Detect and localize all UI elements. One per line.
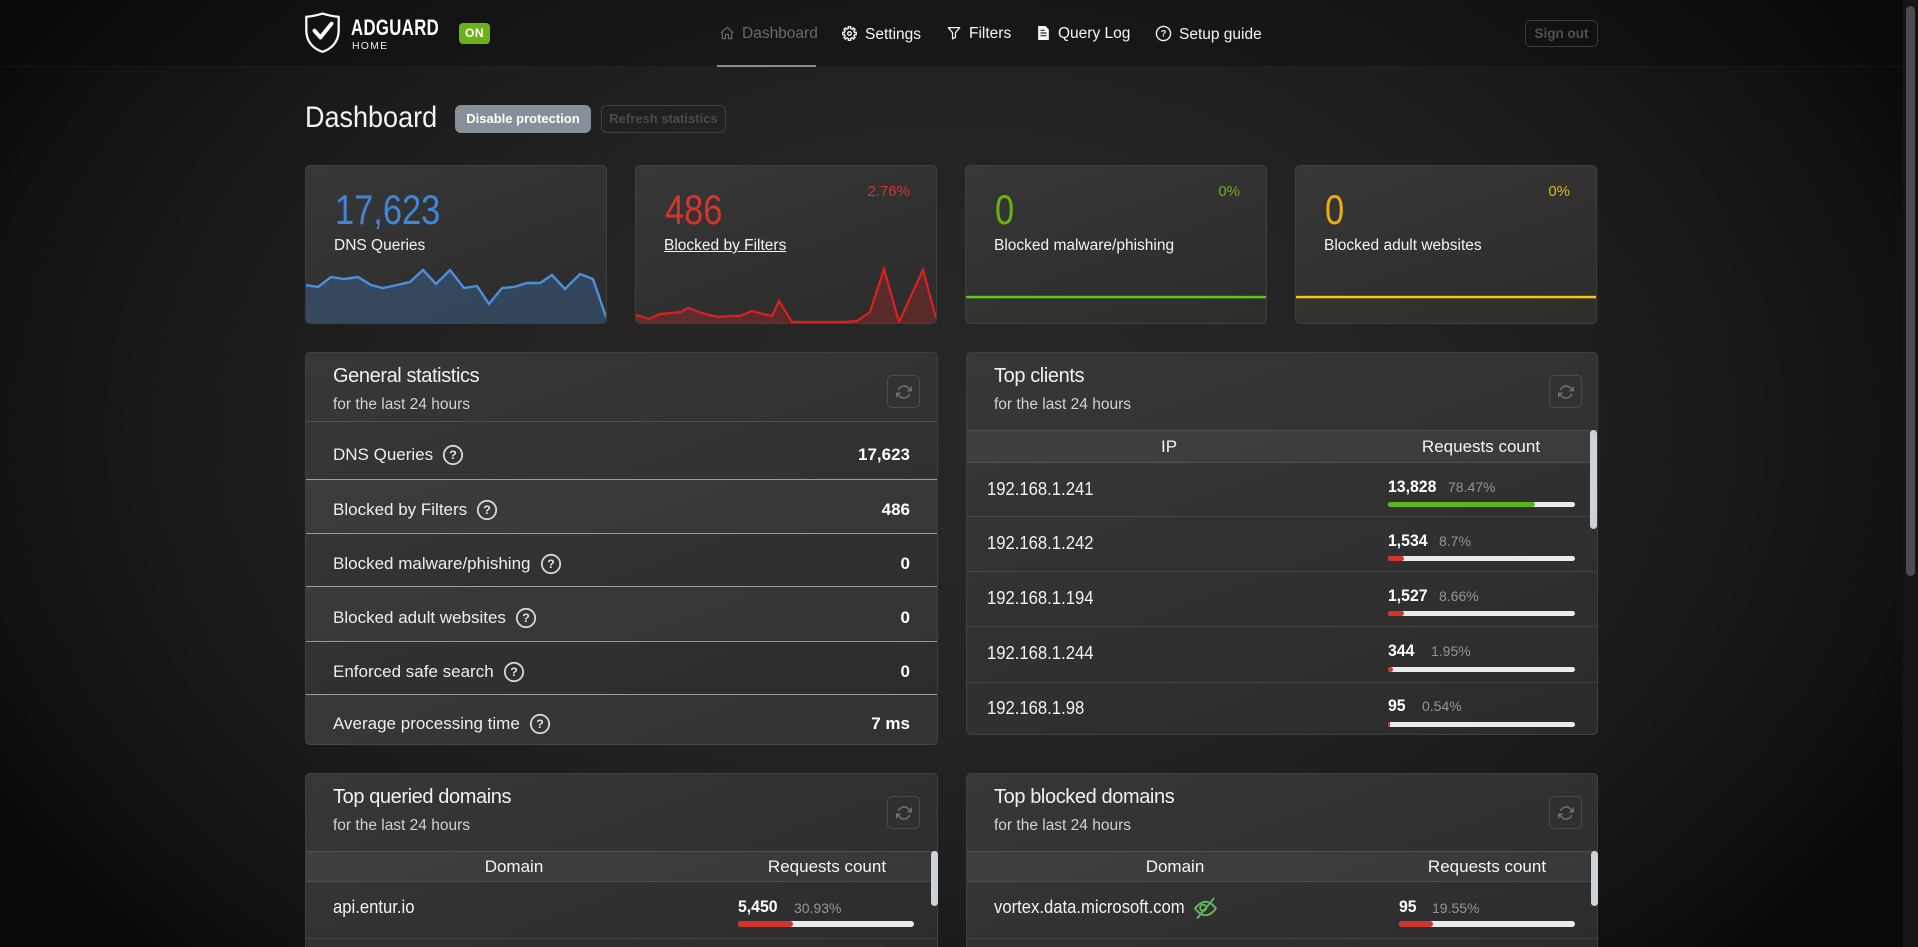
svg-text:?: ?: [536, 717, 544, 731]
svg-text:?: ?: [522, 611, 530, 625]
svg-text:?: ?: [1161, 29, 1167, 39]
svg-text:?: ?: [483, 503, 491, 517]
svg-text:?: ?: [547, 557, 555, 571]
svg-text:?: ?: [449, 448, 457, 462]
svg-text:?: ?: [510, 665, 518, 679]
